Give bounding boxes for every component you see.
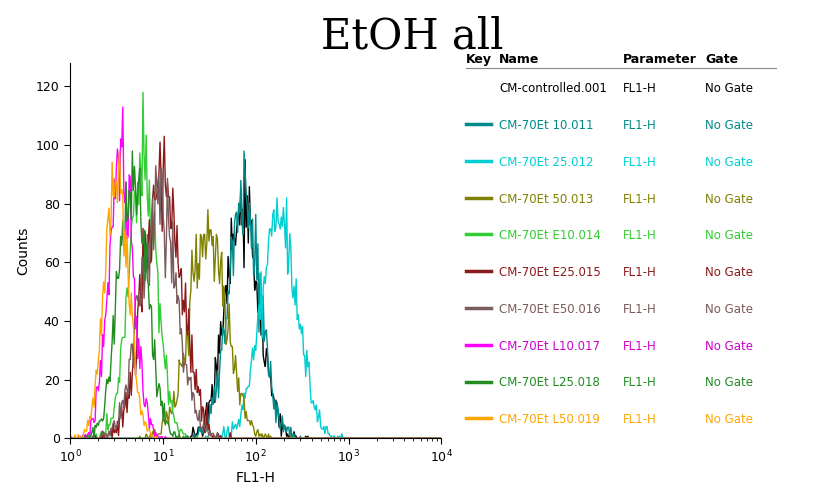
Text: FL1-H: FL1-H: [623, 229, 657, 242]
Text: CM-70Et E10.014: CM-70Et E10.014: [499, 229, 601, 242]
Text: CM-70Et E50.016: CM-70Et E50.016: [499, 303, 601, 316]
Text: FL1-H: FL1-H: [623, 413, 657, 426]
Text: No Gate: No Gate: [705, 340, 753, 353]
Text: CM-70Et L25.018: CM-70Et L25.018: [499, 376, 600, 390]
Text: FL1-H: FL1-H: [623, 340, 657, 353]
Text: Gate: Gate: [705, 53, 738, 66]
Text: EtOH all: EtOH all: [321, 15, 504, 57]
Text: CM-70Et E25.015: CM-70Et E25.015: [499, 266, 601, 279]
Text: No Gate: No Gate: [705, 376, 753, 390]
Text: CM-70Et L50.019: CM-70Et L50.019: [499, 413, 600, 426]
Y-axis label: Counts: Counts: [16, 227, 31, 275]
Text: CM-70Et L10.017: CM-70Et L10.017: [499, 340, 600, 353]
Text: No Gate: No Gate: [705, 229, 753, 242]
Text: FL1-H: FL1-H: [623, 156, 657, 169]
Text: FL1-H: FL1-H: [623, 266, 657, 279]
Text: No Gate: No Gate: [705, 82, 753, 95]
Text: FL1-H: FL1-H: [623, 303, 657, 316]
Text: No Gate: No Gate: [705, 156, 753, 169]
Text: CM-70Et 10.011: CM-70Et 10.011: [499, 119, 594, 132]
Text: No Gate: No Gate: [705, 303, 753, 316]
X-axis label: FL1-H: FL1-H: [236, 471, 276, 485]
Text: No Gate: No Gate: [705, 266, 753, 279]
Text: Name: Name: [499, 53, 540, 66]
Text: CM-70Et 50.013: CM-70Et 50.013: [499, 193, 593, 206]
Text: FL1-H: FL1-H: [623, 376, 657, 390]
Text: CM-controlled.001: CM-controlled.001: [499, 82, 607, 95]
Text: FL1-H: FL1-H: [623, 119, 657, 132]
Text: No Gate: No Gate: [705, 193, 753, 206]
Text: No Gate: No Gate: [705, 413, 753, 426]
Text: CM-70Et 25.012: CM-70Et 25.012: [499, 156, 594, 169]
Text: Key: Key: [466, 53, 493, 66]
Text: FL1-H: FL1-H: [623, 193, 657, 206]
Text: Parameter: Parameter: [623, 53, 697, 66]
Text: FL1-H: FL1-H: [623, 82, 657, 95]
Text: No Gate: No Gate: [705, 119, 753, 132]
